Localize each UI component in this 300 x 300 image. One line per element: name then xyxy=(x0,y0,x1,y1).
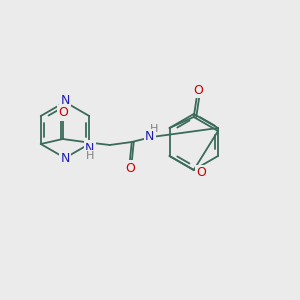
Text: H: H xyxy=(85,151,94,161)
Text: N: N xyxy=(60,152,70,166)
Text: H: H xyxy=(150,124,158,134)
Text: O: O xyxy=(193,83,203,97)
Text: O: O xyxy=(58,106,68,119)
Text: N: N xyxy=(145,130,154,143)
Text: N: N xyxy=(60,94,70,107)
Text: O: O xyxy=(196,167,206,179)
Text: N: N xyxy=(85,142,94,154)
Text: O: O xyxy=(125,161,135,175)
